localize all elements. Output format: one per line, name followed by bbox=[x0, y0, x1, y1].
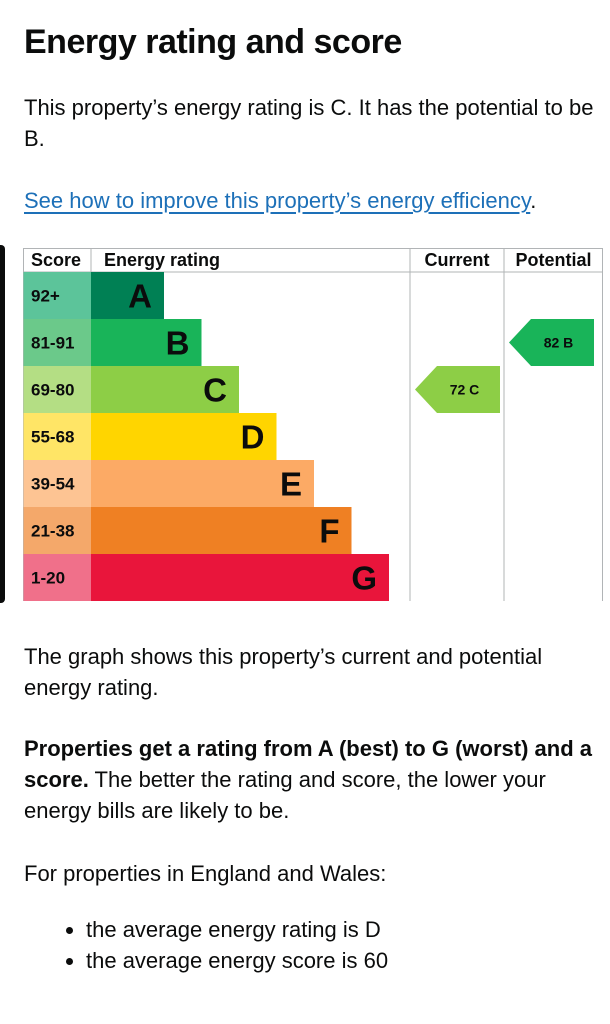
score-range-g: 1-20 bbox=[31, 569, 65, 588]
left-edge-bar bbox=[0, 245, 5, 603]
header-potential: Potential bbox=[515, 250, 591, 270]
header-current: Current bbox=[424, 250, 489, 270]
score-range-f: 21-38 bbox=[31, 522, 74, 541]
rating-bar-d bbox=[91, 413, 277, 460]
energy-rating-graph: Score Energy rating Current Potential 92+ A 81… bbox=[23, 248, 603, 601]
rating-bar-b bbox=[91, 319, 202, 366]
improve-efficiency-link[interactable]: See how to improve this property’s energ… bbox=[24, 188, 531, 213]
header-energy-rating: Energy rating bbox=[104, 250, 220, 270]
rating-letter-f: F bbox=[319, 513, 339, 550]
score-range-b: 81-91 bbox=[31, 334, 74, 353]
energy-rating-chart: Score Energy rating Current Potential 92+ A 81… bbox=[23, 248, 603, 602]
rating-letter-g: G bbox=[351, 560, 377, 597]
rating-letter-e: E bbox=[280, 466, 302, 503]
score-range-a: 92+ bbox=[31, 287, 60, 306]
region-intro: For properties in England and Wales: bbox=[24, 861, 387, 886]
rating-bar-f bbox=[91, 507, 352, 554]
improve-link-suffix: . bbox=[530, 188, 537, 213]
average-score-item: the average energy score is 60 bbox=[86, 945, 388, 976]
rating-bar-e bbox=[91, 460, 314, 507]
rating-letter-b: B bbox=[166, 325, 190, 362]
average-list: the average energy rating is D the avera… bbox=[24, 914, 388, 976]
score-range-d: 55-68 bbox=[31, 428, 74, 447]
rating-bar-c bbox=[91, 366, 239, 413]
score-range-cell-b bbox=[23, 319, 91, 366]
potential-rating-label: 82 B bbox=[544, 335, 574, 351]
score-range-cell-a bbox=[23, 272, 91, 319]
rating-letter-d: D bbox=[241, 419, 265, 456]
page-title: Energy rating and score bbox=[24, 23, 402, 61]
score-range-c: 69-80 bbox=[31, 381, 74, 400]
ratings-explanation-rest: The better the rating and score, the low… bbox=[24, 767, 546, 823]
score-range-cell-g bbox=[23, 554, 91, 601]
score-range-e: 39-54 bbox=[31, 475, 75, 494]
score-range-cell-d bbox=[23, 413, 91, 460]
header-score: Score bbox=[31, 250, 81, 270]
rating-letter-a: A bbox=[128, 278, 152, 315]
score-range-cell-c bbox=[23, 366, 91, 413]
potential-rating-arrow bbox=[509, 319, 594, 366]
score-range-cell-f bbox=[23, 507, 91, 554]
improve-paragraph: See how to improve this property’s energ… bbox=[24, 185, 536, 216]
current-rating-label: 72 C bbox=[450, 382, 480, 398]
ratings-explanation-bold: Properties get a rating from A (best) to… bbox=[24, 736, 592, 792]
average-rating-item: the average energy rating is D bbox=[86, 914, 388, 945]
current-rating-arrow bbox=[415, 366, 500, 413]
rating-bar-a bbox=[91, 272, 164, 319]
graph-description: The graph shows this property’s current … bbox=[24, 644, 543, 700]
intro-text: This property’s energy rating is C. It h… bbox=[24, 95, 594, 151]
ratings-explanation: Properties get a rating from A (best) to… bbox=[24, 733, 606, 826]
rating-letter-c: C bbox=[203, 372, 227, 409]
score-range-cell-e bbox=[23, 460, 91, 507]
rating-bar-g bbox=[91, 554, 389, 601]
